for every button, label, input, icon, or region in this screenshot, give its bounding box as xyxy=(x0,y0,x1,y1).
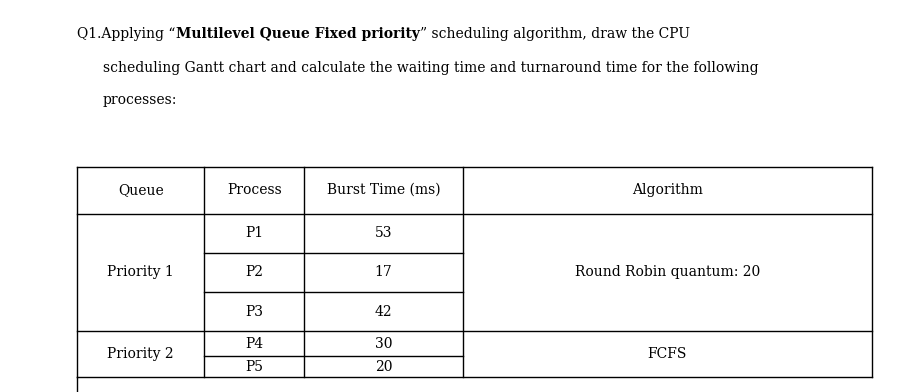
Text: processes:: processes: xyxy=(103,93,177,107)
Text: ” scheduling algorithm, draw the CPU: ” scheduling algorithm, draw the CPU xyxy=(419,27,689,42)
Text: Q1.Applying “: Q1.Applying “ xyxy=(77,27,175,42)
Text: 20: 20 xyxy=(375,359,392,374)
Text: 53: 53 xyxy=(375,226,392,240)
Text: Priority 2: Priority 2 xyxy=(107,347,174,361)
Text: Priority 1: Priority 1 xyxy=(107,265,174,279)
Text: Algorithm: Algorithm xyxy=(632,183,703,197)
Text: P1: P1 xyxy=(245,226,263,240)
Text: Round Robin quantum: 20: Round Robin quantum: 20 xyxy=(575,265,760,279)
Text: P2: P2 xyxy=(245,265,263,279)
Text: FCFS: FCFS xyxy=(647,347,687,361)
Text: Burst Time (ms): Burst Time (ms) xyxy=(327,183,440,197)
Text: Queue: Queue xyxy=(118,183,163,197)
Text: P3: P3 xyxy=(245,305,263,319)
Text: P5: P5 xyxy=(245,359,263,374)
Text: scheduling Gantt chart and calculate the waiting time and turnaround time for th: scheduling Gantt chart and calculate the… xyxy=(103,61,758,75)
Text: P4: P4 xyxy=(245,337,263,350)
Text: 42: 42 xyxy=(375,305,392,319)
Text: Process: Process xyxy=(227,183,281,197)
Text: Multilevel Queue Fixed priority: Multilevel Queue Fixed priority xyxy=(175,27,419,42)
Text: 17: 17 xyxy=(375,265,392,279)
Text: 30: 30 xyxy=(375,337,392,350)
